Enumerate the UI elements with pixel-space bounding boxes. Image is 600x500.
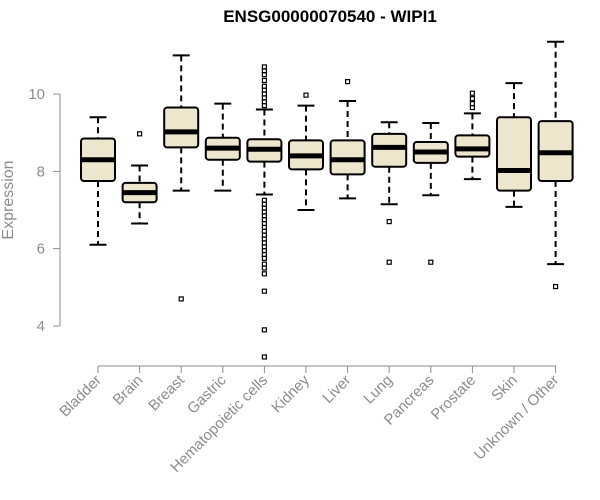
box-group	[121, 131, 158, 225]
outlier-point	[261, 83, 267, 89]
outlier-point	[386, 259, 392, 265]
y-tick-label: 8	[37, 163, 45, 180]
box-group	[371, 121, 408, 265]
outlier-point	[469, 90, 475, 96]
y-ticks: 4 6 8 10	[28, 86, 60, 335]
box	[496, 116, 532, 192]
box-group	[496, 82, 532, 208]
boxes	[80, 40, 574, 360]
y-axis-label: Expression	[0, 160, 17, 239]
outlier-point	[261, 327, 267, 333]
box-group	[288, 92, 324, 211]
x-tick-label: Prostate	[428, 372, 480, 424]
outlier-point	[261, 77, 267, 84]
y-tick-label: 4	[37, 318, 45, 335]
outlier-point	[552, 283, 559, 290]
box-group	[454, 90, 491, 181]
box-group	[163, 54, 200, 302]
box-group	[246, 64, 283, 360]
outlier-point	[428, 259, 434, 265]
outlier-point	[178, 296, 184, 302]
box-group	[412, 122, 449, 265]
outlier-point	[261, 197, 267, 203]
x-tick-label: Brain	[110, 372, 147, 409]
outlier-point	[137, 131, 143, 137]
box-group	[329, 79, 366, 200]
box	[454, 134, 491, 158]
x-tick-label: Breast	[145, 371, 188, 414]
box-group	[537, 40, 574, 290]
outlier-point	[345, 79, 351, 85]
y-tick-label: 6	[37, 241, 45, 258]
outlier-point	[261, 261, 267, 267]
box-group	[80, 116, 116, 246]
outlier-point	[261, 354, 267, 360]
outlier-point	[469, 96, 475, 102]
outlier-point	[261, 271, 267, 277]
outlier-point	[386, 219, 392, 225]
x-tick-label: Kidney	[268, 371, 313, 416]
box	[163, 106, 200, 149]
x-tick-label: Bladder	[56, 372, 105, 421]
chart-title: ENSG00000070540 - WIPI1	[223, 7, 437, 26]
y-tick-label: 10	[28, 86, 45, 103]
x-tick-label: Liver	[319, 372, 354, 407]
x-tick-label: Lung	[360, 372, 396, 408]
outlier-point	[261, 64, 267, 70]
outlier-point	[303, 92, 309, 98]
box-group	[204, 102, 241, 192]
box	[371, 132, 408, 168]
x-tick-label: Skin	[488, 372, 521, 405]
outlier-point	[469, 101, 475, 107]
outlier-point	[261, 288, 267, 294]
